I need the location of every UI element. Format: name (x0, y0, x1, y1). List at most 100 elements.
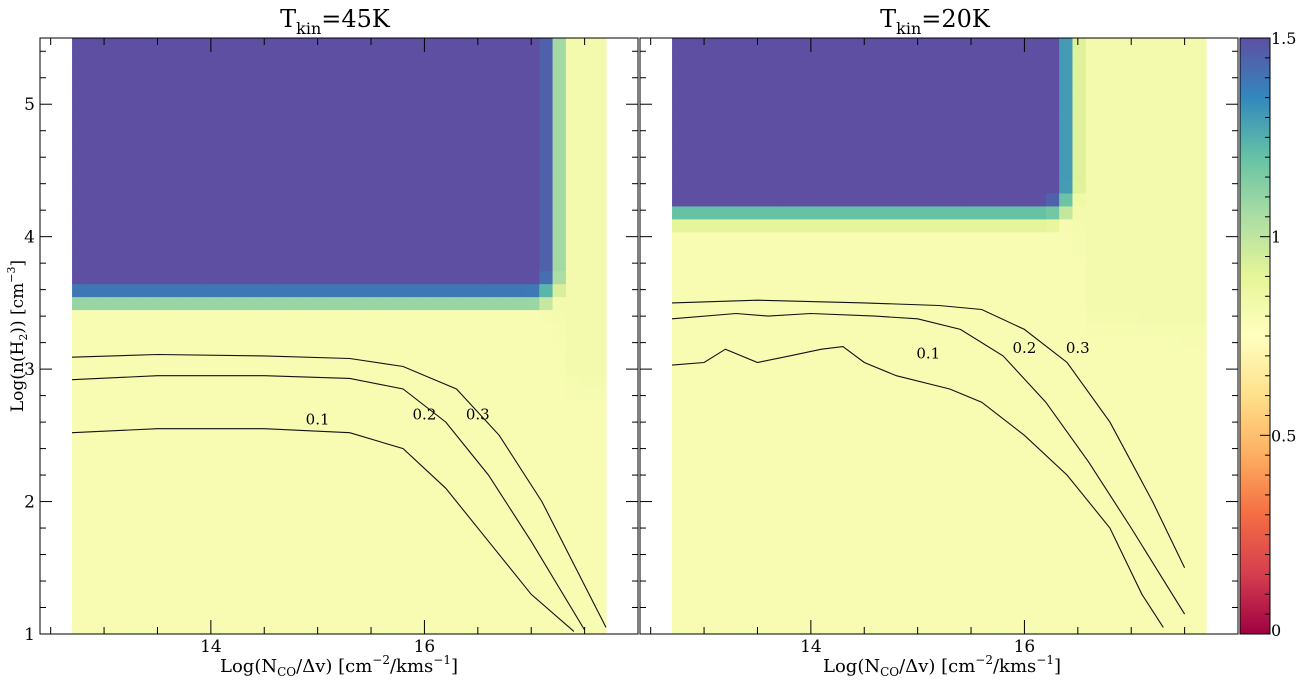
heatmap-cell (85, 219, 100, 233)
heatmap-cell (379, 245, 393, 259)
heatmap-cell (952, 582, 967, 596)
heatmap-cell (419, 323, 434, 337)
heatmap-cell (205, 271, 220, 285)
heatmap-cell (178, 38, 193, 52)
heatmap-cell (1125, 413, 1140, 428)
heatmap-cell (512, 167, 527, 182)
colorbar-tick-label: 0.5 (1271, 426, 1296, 445)
heatmap-cell (1165, 50, 1180, 65)
heatmap-cell (258, 491, 273, 506)
heatmap-cell (85, 530, 100, 544)
heatmap-cell (459, 323, 474, 337)
heatmap-cell (245, 297, 260, 311)
heatmap-cell (912, 154, 927, 169)
heatmap-cell (339, 504, 353, 518)
heatmap-cell (845, 465, 860, 480)
heatmap-cell (232, 180, 247, 195)
heatmap-cell (392, 465, 407, 480)
heatmap-cell (565, 530, 580, 544)
heatmap-cell (125, 76, 140, 91)
heatmap-cell (298, 504, 313, 518)
heatmap-cell (552, 400, 567, 415)
heatmap-cell (1112, 348, 1127, 363)
heatmap-cell (312, 154, 327, 169)
heatmap-cell (832, 154, 847, 169)
heatmap-cell (1192, 38, 1207, 52)
heatmap-cell (845, 63, 860, 78)
heatmap-cell (912, 582, 927, 596)
heatmap-cell (1059, 76, 1074, 91)
heatmap-cell (1032, 569, 1047, 583)
heatmap-cell (512, 271, 527, 285)
heatmap-cell (138, 336, 153, 350)
heatmap-cell (979, 167, 993, 182)
heatmap-cell (712, 387, 727, 402)
heatmap-cell (698, 478, 713, 493)
heatmap-cell (419, 504, 434, 518)
heatmap-cell (912, 530, 927, 544)
heatmap-cell (258, 361, 273, 376)
heatmap-cell (72, 517, 86, 531)
heatmap-cell (459, 141, 474, 156)
heatmap-cell (592, 387, 607, 402)
heatmap-cell (1139, 271, 1154, 285)
heatmap-cell (392, 284, 407, 298)
heatmap-cell (285, 348, 300, 363)
heatmap-cell (285, 426, 300, 441)
heatmap-cell (218, 232, 233, 246)
heatmap-cell (885, 582, 900, 596)
heatmap-cell (218, 374, 233, 389)
heatmap-cell (125, 361, 140, 376)
heatmap-cell (832, 400, 847, 415)
heatmap-cell (1152, 232, 1167, 246)
heatmap-cell (379, 219, 393, 233)
heatmap-cell (592, 232, 607, 246)
heatmap-cell (405, 530, 420, 544)
heatmap-cell (898, 387, 913, 402)
heatmap-cell (552, 426, 567, 441)
heatmap-cell (138, 38, 153, 52)
heatmap-cell (85, 556, 100, 570)
heatmap-cell (872, 154, 887, 169)
heatmap-cell (738, 595, 753, 609)
heatmap-cell (1045, 154, 1060, 169)
heatmap-cell (245, 284, 260, 298)
heatmap-cell (258, 413, 273, 428)
heatmap-cell (525, 595, 540, 609)
heatmap-cell (912, 556, 927, 570)
heatmap-cell (1045, 452, 1060, 467)
heatmap-cell (392, 478, 407, 493)
heatmap-cell (792, 193, 807, 208)
heatmap-cell (499, 323, 514, 337)
heatmap-cell (178, 89, 193, 104)
heatmap-cell (738, 400, 753, 415)
heatmap-cell (952, 348, 967, 363)
heatmap-cell (952, 543, 967, 557)
heatmap-cell (1179, 530, 1194, 544)
heatmap-cell (1005, 128, 1020, 143)
heatmap-cell (258, 608, 273, 622)
heatmap-cell (765, 245, 780, 259)
heatmap-cell (218, 413, 233, 428)
heatmap-cell (258, 38, 273, 52)
heatmap-cell (912, 569, 927, 583)
heatmap-cell (778, 387, 793, 402)
heatmap-cell (565, 206, 580, 220)
heatmap-cell (499, 530, 514, 544)
heatmap-cell (432, 115, 447, 130)
heatmap-cell (1059, 310, 1074, 324)
heatmap-cell (725, 478, 740, 493)
heatmap-cell (152, 336, 167, 350)
heatmap-cell (98, 582, 113, 596)
heatmap-cell (925, 258, 940, 272)
heatmap-cell (805, 102, 820, 117)
heatmap-cell (738, 89, 753, 104)
heatmap-cell (1059, 245, 1074, 259)
heatmap-cell (685, 89, 700, 104)
heatmap-cell (832, 361, 847, 376)
heatmap-cell (365, 128, 380, 143)
heatmap-cell (72, 258, 86, 272)
heatmap-cell (592, 180, 607, 195)
heatmap-cell (992, 439, 1007, 454)
heatmap-cell (138, 219, 153, 233)
